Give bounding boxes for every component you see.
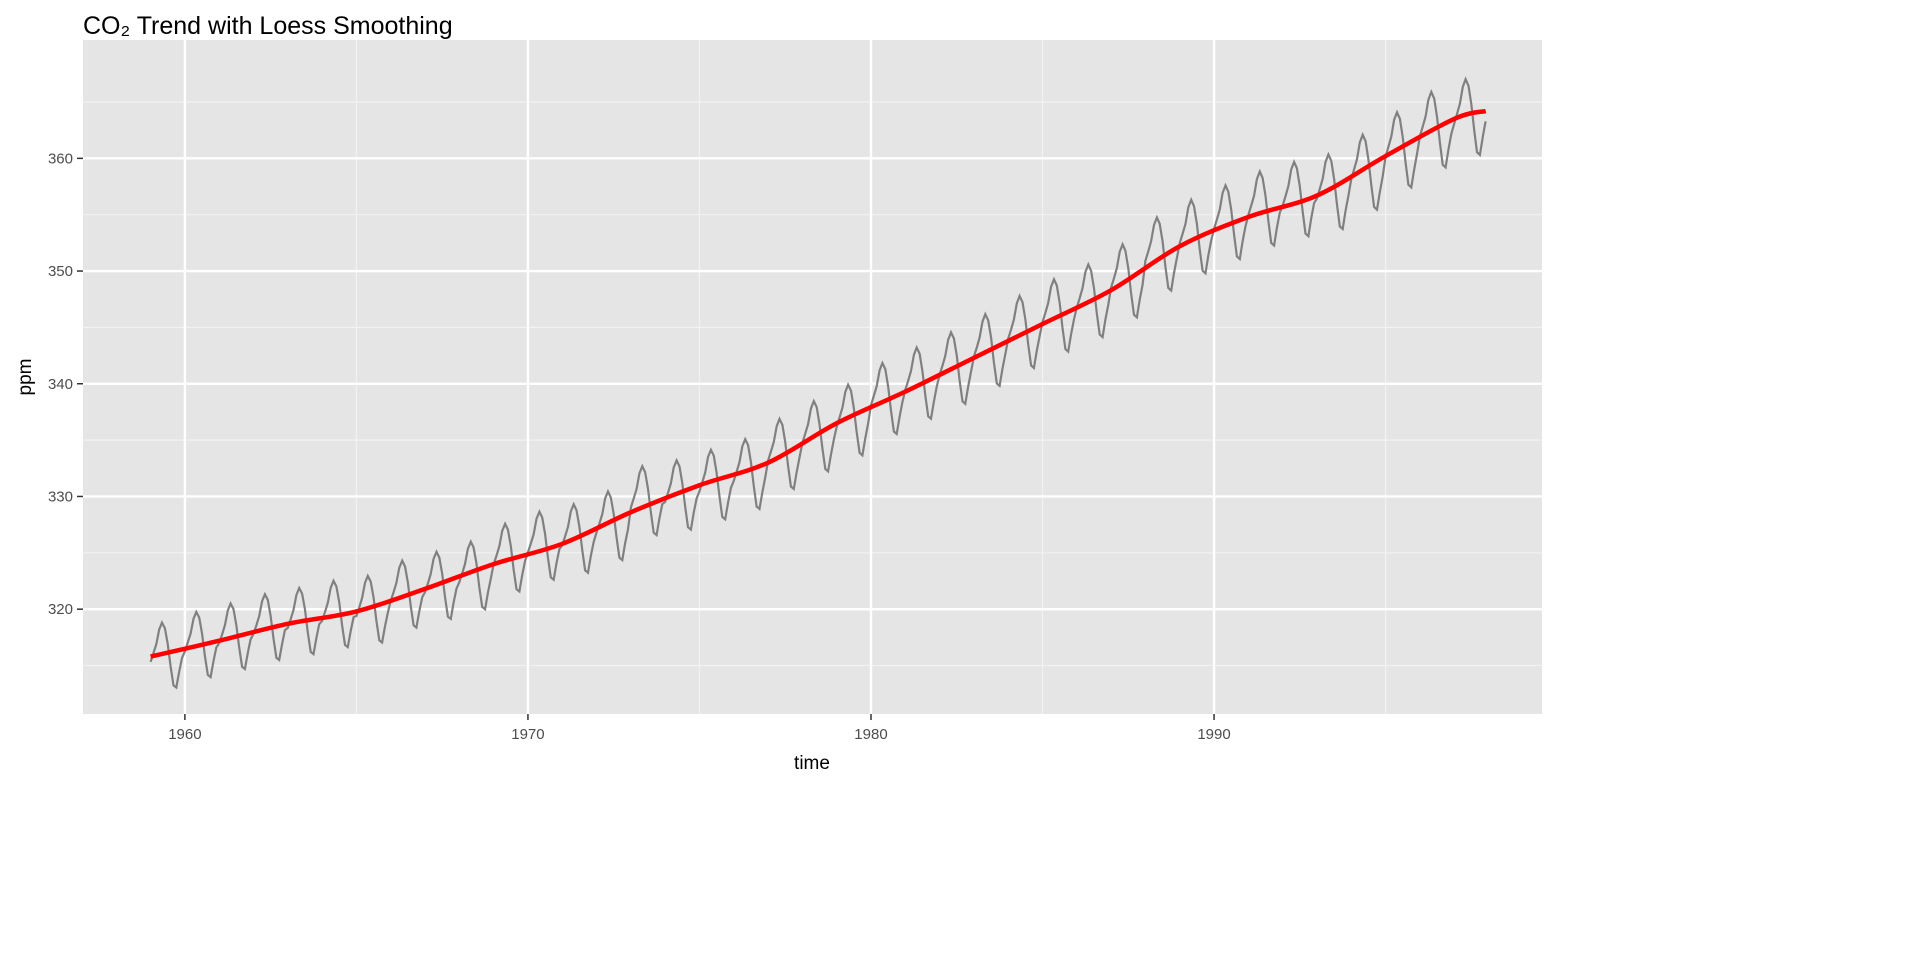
x-tick-label: 1960 [168, 726, 201, 743]
axes: 1960 1970 1980 1990 320 330 340 350 360 [48, 150, 1231, 743]
plot-panel [83, 40, 1542, 714]
x-tick-label: 1970 [511, 726, 544, 743]
x-axis-title: time [794, 753, 830, 774]
y-axis-title: ppm [15, 359, 36, 396]
y-tick-label: 350 [48, 263, 73, 280]
y-tick-label: 320 [48, 601, 73, 618]
grid-major [83, 40, 1542, 714]
x-tick-label: 1980 [854, 726, 887, 743]
grid-minor [83, 40, 1542, 714]
y-tick-label: 340 [48, 376, 73, 393]
y-tick-label: 330 [48, 488, 73, 505]
co2-monthly-line [149, 76, 1487, 690]
y-tick-label: 360 [48, 150, 73, 167]
chart-title: CO₂ Trend with Loess Smoothing [83, 12, 453, 40]
series [149, 76, 1487, 690]
x-tick-label: 1990 [1197, 726, 1230, 743]
loess-smooth-line [150, 108, 1487, 659]
